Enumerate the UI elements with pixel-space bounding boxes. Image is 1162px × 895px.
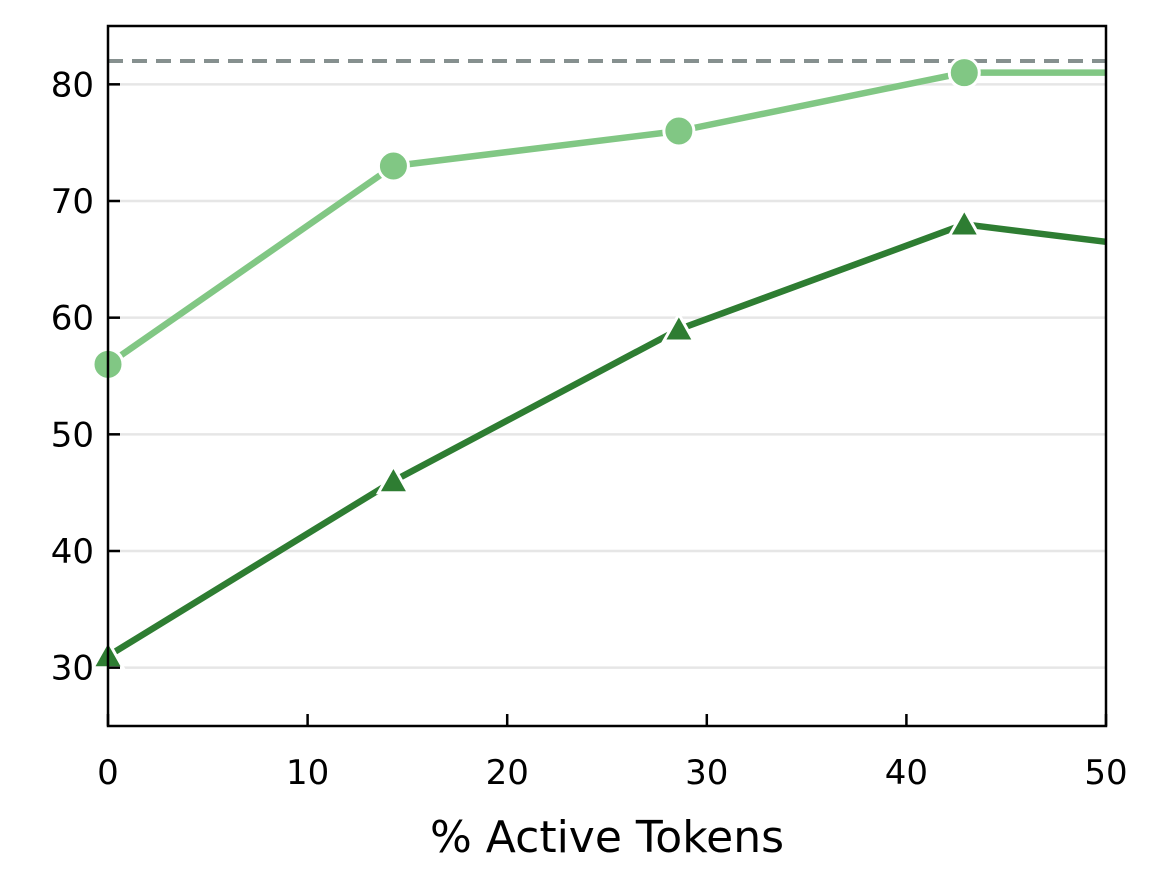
axis-ticks: 0 10 20 30 40 50 30 40 50 60 70 80	[51, 65, 1128, 793]
series-2-point	[375, 462, 411, 495]
plot-frame	[106, 24, 1108, 728]
y-tick-label: 60	[51, 299, 94, 339]
x-tick-label: 20	[486, 753, 529, 793]
x-tick-label: 10	[286, 753, 329, 793]
y-tick-label: 40	[51, 532, 94, 572]
series-2-point	[946, 206, 982, 238]
series-2-line	[106, 221, 1107, 659]
series-1-point	[662, 114, 696, 148]
series-1-point	[376, 149, 410, 183]
x-tick-label: 0	[97, 753, 119, 793]
y-tick-label: 70	[51, 182, 94, 222]
y-tick-label: 30	[51, 649, 94, 689]
x-axis-title: % Active Tokens	[430, 812, 784, 863]
series-1-point	[947, 56, 981, 90]
x-tick-label: 50	[1084, 753, 1127, 793]
y-tick-label: 50	[51, 415, 94, 455]
x-tick-label: 40	[885, 753, 928, 793]
series-2-point	[661, 311, 697, 343]
series-layer	[90, 56, 1107, 670]
y-tick-label: 80	[51, 65, 94, 105]
x-tick-label: 30	[685, 753, 728, 793]
series-1-line	[106, 69, 1106, 368]
grid-lines	[108, 83, 1106, 669]
